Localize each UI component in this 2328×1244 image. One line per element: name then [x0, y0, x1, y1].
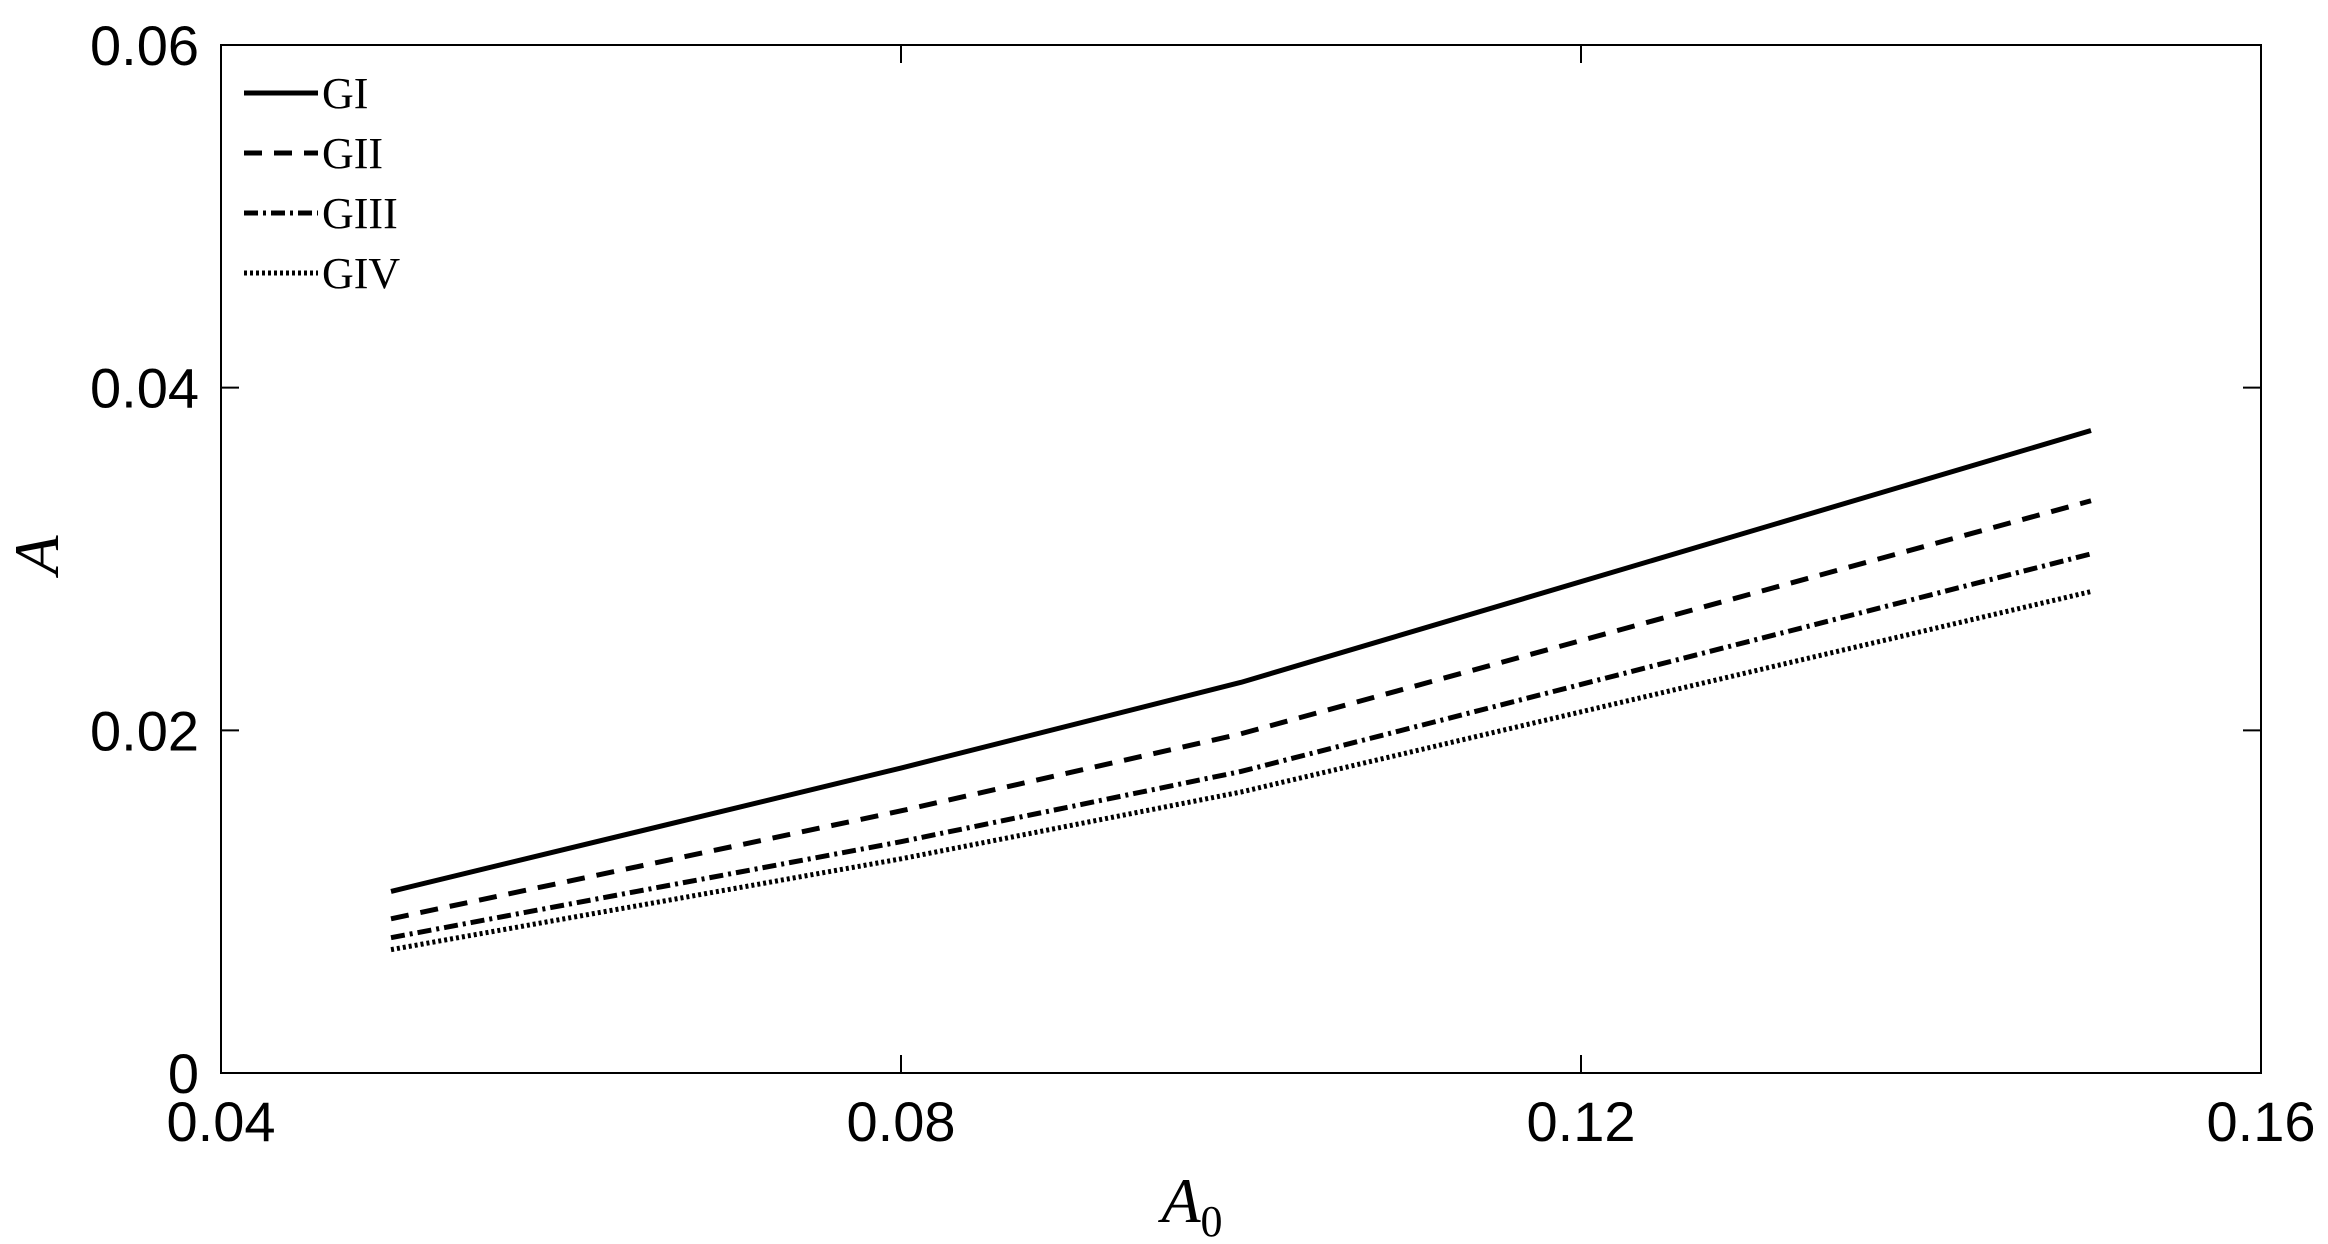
legend-label-gii: GII [322, 129, 383, 178]
series-line-giv [390, 589, 2092, 953]
series-line-gi [390, 428, 2092, 894]
plot-frame [220, 44, 2262, 1074]
series-line-giii [390, 551, 2092, 941]
x-tick-label: 0.08 [847, 1090, 956, 1153]
y-axis-label: A [1, 535, 72, 579]
legend-label-gi: GI [322, 69, 368, 118]
axis-ticks [220, 44, 2262, 1074]
y-tick-label: 0.02 [90, 699, 199, 762]
y-tick-label: 0 [168, 1042, 199, 1105]
axis-tick-labels: 0.04 0.08 0.12 0.16 0 0.02 0.04 0.06 [90, 14, 2316, 1153]
x-tick-label: 0.16 [2207, 1090, 2316, 1153]
y-tick-label: 0.04 [90, 357, 199, 420]
x-tick-label: 0.04 [167, 1090, 276, 1153]
legend-label-giv: GIV [322, 249, 400, 298]
series-line-gii [390, 498, 2092, 922]
y-tick-label: 0.06 [90, 14, 199, 77]
legend-label-giii: GIII [322, 189, 398, 238]
x-axis-label: A0 [1157, 1165, 1222, 1244]
legend: GI GII GIII GIV [244, 69, 400, 298]
series-lines [390, 428, 2092, 953]
x-tick-label: 0.12 [1527, 1090, 1636, 1153]
